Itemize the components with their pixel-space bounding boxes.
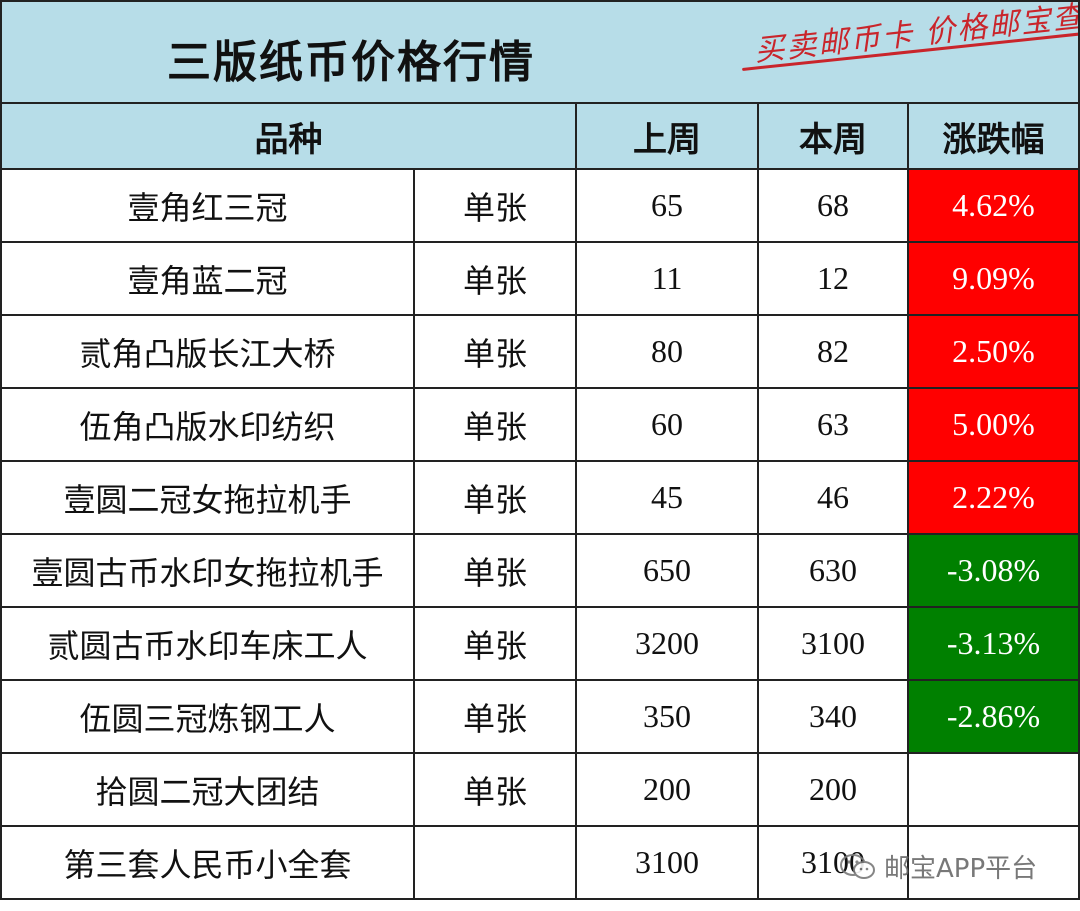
item-name-cell: 第三套人民币小全套 bbox=[0, 825, 415, 900]
item-unit-cell: 单张 bbox=[413, 460, 577, 535]
item-name-cell: 壹圆古币水印女拖拉机手 bbox=[0, 533, 415, 608]
change-percent-cell: 4.62% bbox=[907, 168, 1080, 243]
item-name-cell: 壹角红三冠 bbox=[0, 168, 415, 243]
change-percent-cell: -3.08% bbox=[907, 533, 1080, 608]
title-row: 三版纸币价格行情 买卖邮币卡 价格邮宝查 bbox=[0, 0, 1080, 104]
last-week-price-cell: 80 bbox=[575, 314, 759, 389]
table-row: 伍圆三冠炼钢工人 单张 350 340 -2.86% bbox=[0, 679, 1080, 754]
watermark: 邮宝APP平台 bbox=[838, 848, 1037, 885]
table-row: 壹角红三冠 单张 65 68 4.62% bbox=[0, 168, 1080, 243]
last-week-price-cell: 3200 bbox=[575, 606, 759, 681]
last-week-price-cell: 3100 bbox=[575, 825, 759, 900]
table-row: 贰角凸版长江大桥 单张 80 82 2.50% bbox=[0, 314, 1080, 389]
table-row: 壹圆二冠女拖拉机手 单张 45 46 2.22% bbox=[0, 460, 1080, 535]
table-body: 壹角红三冠 单张 65 68 4.62% 壹角蓝二冠 单张 11 12 9.09% 贰角凸版长江大桥… bbox=[0, 168, 1080, 900]
change-percent-cell: 2.22% bbox=[907, 460, 1080, 535]
last-week-price-cell: 65 bbox=[575, 168, 759, 243]
item-name-cell: 伍圆三冠炼钢工人 bbox=[0, 679, 415, 754]
item-name-cell: 伍角凸版水印纺织 bbox=[0, 387, 415, 462]
item-name-cell: 壹角蓝二冠 bbox=[0, 241, 415, 316]
last-week-price-cell: 45 bbox=[575, 460, 759, 535]
table-row: 拾圆二冠大团结 单张 200 200 bbox=[0, 752, 1080, 827]
this-week-price-cell: 3100 bbox=[757, 606, 909, 681]
change-percent-cell: 9.09% bbox=[907, 241, 1080, 316]
header-last-week: 上周 bbox=[575, 102, 759, 170]
header-this-week: 本周 bbox=[757, 102, 909, 170]
table-row: 伍角凸版水印纺织 单张 60 63 5.00% bbox=[0, 387, 1080, 462]
change-percent-cell bbox=[907, 752, 1080, 827]
title-cell: 三版纸币价格行情 买卖邮币卡 价格邮宝查 bbox=[0, 0, 1080, 104]
last-week-price-cell: 200 bbox=[575, 752, 759, 827]
this-week-price-cell: 63 bbox=[757, 387, 909, 462]
change-percent-cell: 2.50% bbox=[907, 314, 1080, 389]
change-percent-cell: -3.13% bbox=[907, 606, 1080, 681]
item-name-cell: 拾圆二冠大团结 bbox=[0, 752, 415, 827]
change-percent-cell bbox=[907, 825, 1080, 900]
last-week-price-cell: 11 bbox=[575, 241, 759, 316]
item-unit-cell: 单张 bbox=[413, 241, 577, 316]
wechat-icon bbox=[840, 853, 875, 879]
change-percent-cell: -2.86% bbox=[907, 679, 1080, 754]
table-row: 壹角蓝二冠 单张 11 12 9.09% bbox=[0, 241, 1080, 316]
table-row: 壹圆古币水印女拖拉机手 单张 650 630 -3.08% bbox=[0, 533, 1080, 608]
this-week-price-cell: 68 bbox=[757, 168, 909, 243]
item-unit-cell: 单张 bbox=[413, 168, 577, 243]
header-change: 涨跌幅 bbox=[907, 102, 1080, 170]
this-week-price-cell: 12 bbox=[757, 241, 909, 316]
this-week-price-cell: 340 bbox=[757, 679, 909, 754]
page-title: 三版纸币价格行情 bbox=[167, 37, 535, 88]
item-name-cell: 贰角凸版长江大桥 bbox=[0, 314, 415, 389]
item-unit-cell: 单张 bbox=[413, 606, 577, 681]
header-row: 品种 上周 本周 涨跌幅 bbox=[0, 102, 1080, 170]
item-unit-cell: 单张 bbox=[413, 752, 577, 827]
item-name-cell: 壹圆二冠女拖拉机手 bbox=[0, 460, 415, 535]
last-week-price-cell: 650 bbox=[575, 533, 759, 608]
slogan-text: 买卖邮币卡 价格邮宝查 bbox=[752, 1, 1079, 69]
header-variety: 品种 bbox=[0, 102, 577, 170]
table-row: 贰圆古币水印车床工人 单张 3200 3100 -3.13% bbox=[0, 606, 1080, 681]
item-unit-cell: 单张 bbox=[413, 679, 577, 754]
this-week-price-cell: 46 bbox=[757, 460, 909, 535]
item-unit-cell: 单张 bbox=[413, 314, 577, 389]
table-row: 第三套人民币小全套 3100 3100 bbox=[0, 825, 1080, 900]
change-percent-cell: 5.00% bbox=[907, 387, 1080, 462]
this-week-price-cell: 82 bbox=[757, 314, 909, 389]
item-unit-cell: 单张 bbox=[413, 533, 577, 608]
last-week-price-cell: 60 bbox=[575, 387, 759, 462]
item-unit-cell bbox=[413, 825, 577, 900]
watermark-text: 邮宝APP平台 bbox=[884, 854, 1038, 884]
this-week-price-cell: 630 bbox=[757, 533, 909, 608]
item-name-cell: 贰圆古币水印车床工人 bbox=[0, 606, 415, 681]
this-week-price-cell: 200 bbox=[757, 752, 909, 827]
last-week-price-cell: 350 bbox=[575, 679, 759, 754]
item-unit-cell: 单张 bbox=[413, 387, 577, 462]
